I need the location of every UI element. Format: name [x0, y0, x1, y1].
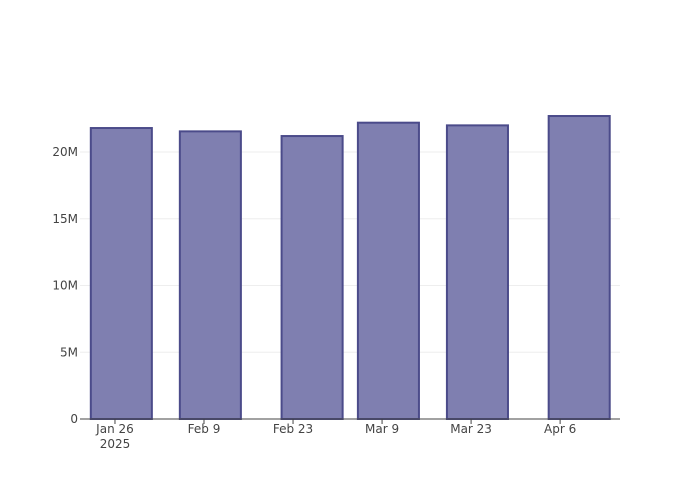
x-tick-label: Jan 26	[95, 422, 134, 436]
x-tick-label: Apr 6	[544, 422, 576, 436]
y-tick-label: 15M	[52, 212, 78, 226]
bar	[178, 130, 242, 420]
y-tick-label: 10M	[52, 279, 78, 293]
bar	[280, 135, 344, 420]
x-tick-label: Feb 9	[188, 422, 221, 436]
x-tick-label: Mar 23	[450, 422, 492, 436]
bar	[356, 121, 420, 421]
y-tick-label: 5M	[60, 345, 78, 359]
y-tick-label: 0	[70, 412, 78, 426]
x-tick-label: Feb 23	[273, 422, 313, 436]
bar	[89, 127, 153, 420]
y-tick-label: 20M	[52, 145, 78, 159]
bar	[547, 115, 611, 421]
bar	[445, 124, 509, 420]
x-tick-label: 2025	[100, 437, 131, 451]
x-tick-label: Mar 9	[365, 422, 399, 436]
